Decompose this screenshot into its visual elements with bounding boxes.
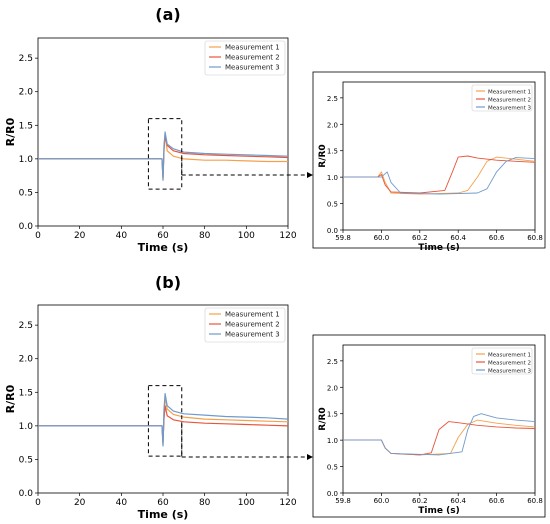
x-tick-label: 60.8 — [527, 234, 543, 242]
legend-entry: Measurement 2 — [488, 361, 531, 367]
legend-entry: Measurement 3 — [488, 106, 532, 112]
x-tick-label: 60 — [157, 231, 169, 241]
zoom-connectors — [181, 157, 313, 460]
y-tick-label: 1.5 — [19, 388, 33, 398]
y-tick-label: 1.5 — [327, 411, 338, 419]
y-tick-label: 0.0 — [327, 227, 338, 235]
y-tick-label: 0.5 — [327, 464, 338, 472]
legend-entry: Measurement 1 — [225, 311, 280, 319]
series-line-3 — [38, 131, 289, 181]
y-tick-label: 1.5 — [19, 121, 33, 131]
x-tick-label: 0 — [35, 231, 41, 241]
legend-entry: Measurement 1 — [488, 353, 531, 359]
x-tick-label: 60.4 — [450, 234, 466, 242]
x-tick-label: 60 — [157, 498, 169, 508]
zoom-box — [147, 118, 183, 190]
x-tick-label: 100 — [238, 498, 255, 508]
panel-label-b: (b) — [155, 273, 181, 292]
y-tick-label: 2.5 — [327, 95, 338, 103]
legend-entry: Measurement 1 — [488, 90, 531, 96]
chart-b-main: 0 20 40 60 80 100 120 0.0 0.5 1.0 1.5 2.0 2.5 Measure… — [4, 304, 297, 521]
legend — [204, 40, 286, 76]
series-line-1 — [343, 156, 536, 195]
y-tick-label: 2.0 — [327, 384, 338, 392]
x-tick-label: 60.2 — [412, 234, 428, 242]
x-tick-label: 60.2 — [412, 497, 428, 505]
legend-entry: Measurement 2 — [488, 98, 531, 104]
legend — [471, 347, 533, 375]
chart-b-zoom: 59.8 60.0 60.2 60.4 60.6 60.8 0.0 0.5 1.0 1.5 2.0 2… — [312, 334, 546, 518]
y-tick-label: 2.0 — [19, 355, 34, 365]
y-tick-label: 0.5 — [327, 201, 338, 209]
legend-entry: Measurement 1 — [225, 44, 280, 52]
y-tick-label: 2.5 — [327, 358, 338, 366]
x-tick-label: 60.0 — [374, 497, 390, 505]
x-tick-label: 59.8 — [335, 234, 351, 242]
x-axis-label: Time (s) — [138, 241, 189, 254]
y-tick-label: 1.0 — [327, 174, 338, 182]
series-line-3 — [343, 413, 536, 456]
y-tick-label: 0.5 — [19, 188, 33, 198]
x-tick-label: 60.6 — [489, 497, 505, 505]
x-tick-label: 60.8 — [527, 497, 543, 505]
y-tick-label: 2.5 — [19, 321, 33, 331]
connector-arrowhead — [307, 172, 313, 178]
y-tick-label: 2.0 — [19, 88, 34, 98]
x-tick-label: 40 — [116, 498, 128, 508]
legend-entry: Measurement 3 — [225, 64, 280, 72]
legend-entry: Measurement 2 — [225, 321, 280, 329]
x-tick-label: 120 — [279, 498, 296, 508]
panel-label-a: (a) — [155, 5, 180, 24]
y-tick-label: 0.0 — [19, 489, 34, 499]
x-tick-label: 60.0 — [374, 234, 390, 242]
y-axis-label: R/R0 — [318, 407, 328, 430]
y-axis-label: R/R0 — [318, 144, 328, 167]
series-line-3 — [38, 393, 289, 447]
y-tick-label: 1.0 — [327, 437, 338, 445]
x-axis-label: Time (s) — [418, 506, 459, 516]
y-axis-label: R/R0 — [4, 117, 17, 146]
legend-entry: Measurement 2 — [225, 54, 280, 62]
x-axis-label: Time (s) — [418, 243, 459, 253]
legend-entry: Measurement 3 — [488, 369, 532, 375]
y-tick-label: 1.0 — [19, 422, 34, 432]
y-axis-label: R/R0 — [4, 384, 17, 413]
x-tick-label: 20 — [74, 498, 86, 508]
x-tick-label: 80 — [199, 498, 211, 508]
legend — [471, 84, 533, 112]
x-tick-label: 80 — [199, 231, 211, 241]
series-line-3 — [343, 157, 536, 195]
zoom-box — [147, 385, 183, 457]
legend-entry: Measurement 3 — [225, 331, 280, 339]
y-tick-label: 0.0 — [327, 490, 338, 498]
y-tick-label: 2.0 — [327, 121, 338, 129]
x-tick-label: 60.4 — [450, 497, 466, 505]
connector-arrowhead — [307, 454, 313, 460]
y-tick-label: 2.5 — [19, 54, 33, 64]
x-tick-label: 20 — [74, 231, 86, 241]
x-tick-label: 120 — [279, 231, 296, 241]
y-tick-label: 1.5 — [327, 148, 338, 156]
x-tick-label: 100 — [238, 231, 255, 241]
x-tick-label: 40 — [116, 231, 128, 241]
x-tick-label: 0 — [35, 498, 41, 508]
y-tick-label: 0.0 — [19, 222, 34, 232]
chart-a-main: 0 20 40 60 80 100 120 0.0 0.5 1.0 1.5 2.0 2.5 Measure… — [4, 37, 297, 254]
y-tick-label: 1.0 — [19, 155, 34, 165]
x-tick-label: 60.6 — [489, 234, 505, 242]
x-axis-label: Time (s) — [138, 508, 189, 521]
x-tick-label: 59.8 — [335, 497, 351, 505]
chart-a-zoom: 59.8 60.0 60.2 60.4 60.6 60.8 0.0 0.5 1.0 1.5 2.0 2… — [312, 71, 546, 253]
y-tick-label: 0.5 — [19, 455, 33, 465]
legend — [204, 307, 286, 343]
